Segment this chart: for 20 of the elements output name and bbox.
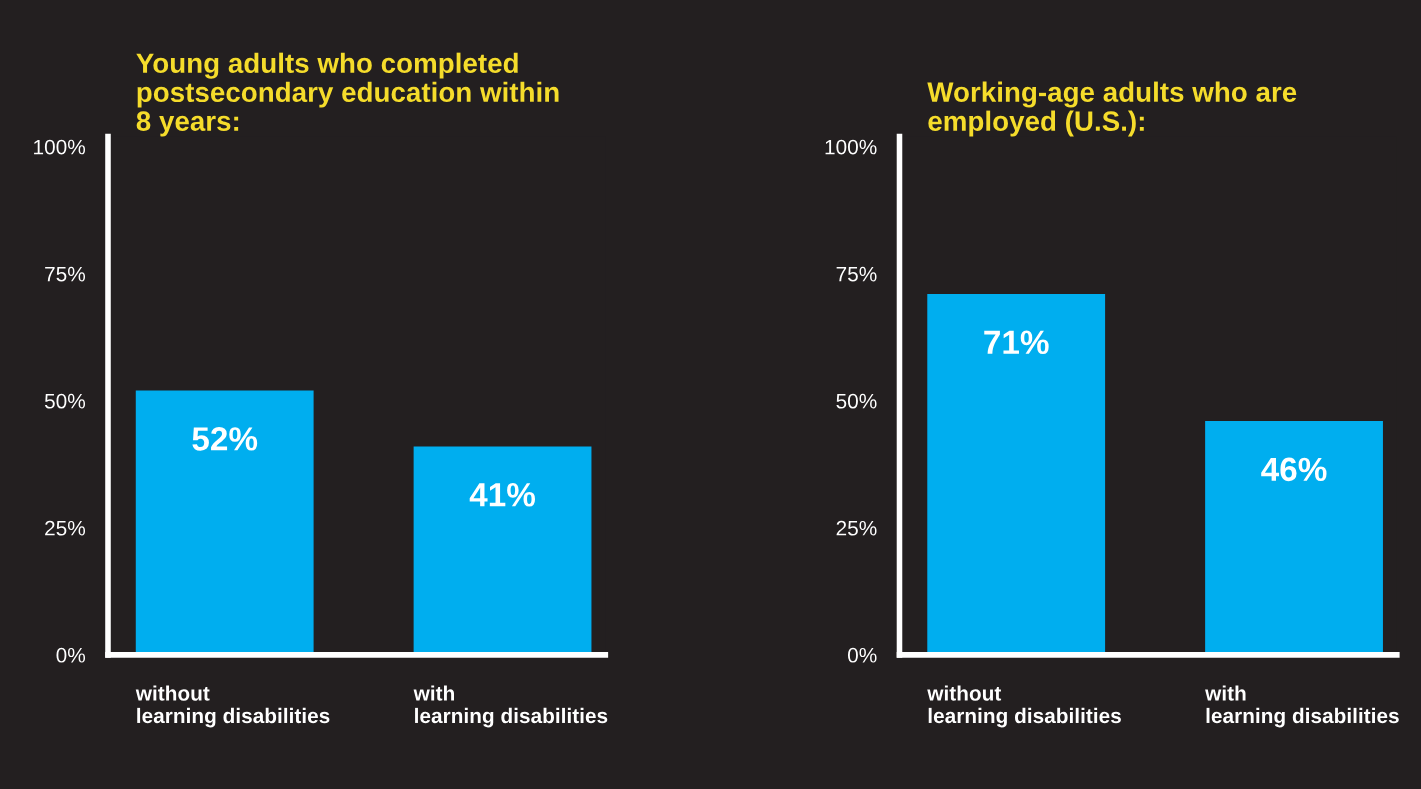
y-tick-label: 100% xyxy=(825,139,877,155)
y-tick-label: 75% xyxy=(836,266,877,282)
x-tick-label: without learning disabilities xyxy=(927,685,1121,728)
data-label: 71% xyxy=(984,330,1049,355)
y-tick-label: 75% xyxy=(45,266,86,282)
y-tick-label: 50% xyxy=(44,393,86,409)
data-label: 52% xyxy=(192,427,258,451)
y-tick-label: 0% xyxy=(847,647,877,663)
x-tick-label: without learning disabilities xyxy=(135,685,330,728)
y-tick-label: 50% xyxy=(836,393,877,409)
x-tick-label: with learning disabilities xyxy=(1205,685,1399,728)
data-label: 46% xyxy=(1261,457,1327,482)
y-tick-label: 25% xyxy=(836,520,877,536)
y-tick-label: 25% xyxy=(45,520,86,536)
y-tick-label: 0% xyxy=(56,647,86,663)
x-tick-label: with learning disabilities xyxy=(413,685,608,728)
y-tick-label: 100% xyxy=(34,139,86,155)
chart-title: Working-age adults who are employed (U.S.): xyxy=(927,81,1297,137)
chart-title: Young adults who completed postsecondary education within 8 years: xyxy=(136,52,559,137)
data-label: 41% xyxy=(469,483,536,507)
